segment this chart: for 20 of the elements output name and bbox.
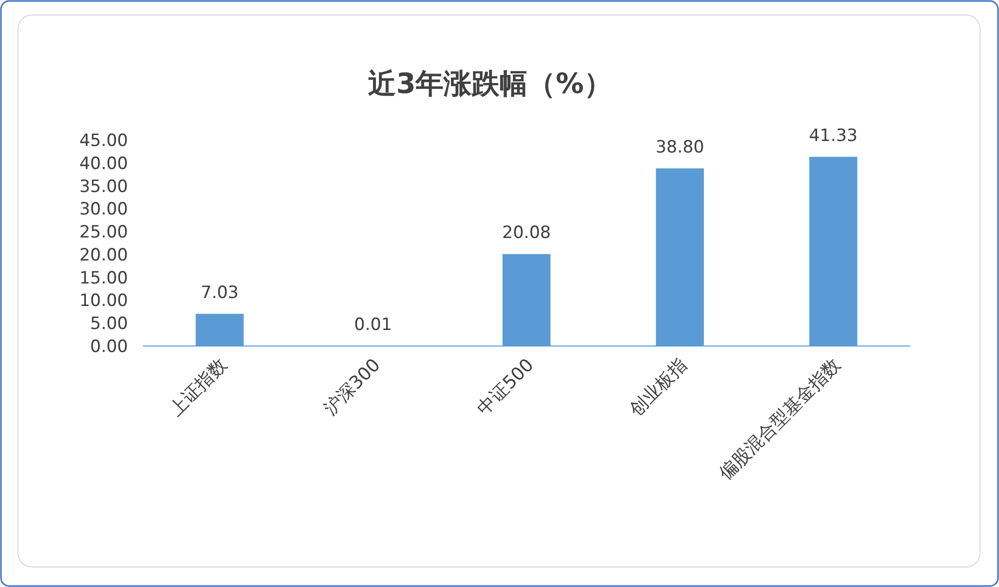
x-tick-label: 上证指数 <box>165 354 232 420</box>
data-label: 7.03 <box>200 282 239 303</box>
y-tick-label: 20.00 <box>79 245 128 266</box>
data-label: 41.33 <box>808 126 858 146</box>
y-tick-label: 40.00 <box>79 154 128 174</box>
y-tick-label: 45.00 <box>79 131 128 151</box>
y-tick-label: 30.00 <box>79 200 128 220</box>
y-tick-label: 0.00 <box>90 337 128 357</box>
chart-title: 近3年涨跌幅（%） <box>368 67 612 100</box>
x-tick-label: 偏股混合型基金指数 <box>715 354 845 484</box>
data-label: 0.01 <box>354 314 392 335</box>
y-tick-label: 5.00 <box>90 314 128 334</box>
x-tick-label: 创业板指 <box>626 354 692 420</box>
y-tick-label: 25.00 <box>79 222 128 243</box>
data-label: 38.80 <box>656 137 704 158</box>
data-label: 20.08 <box>502 223 551 244</box>
y-tick-label: 35.00 <box>79 176 128 197</box>
y-tick-label: 15.00 <box>79 268 128 288</box>
y-tick-label: 10.00 <box>79 291 128 312</box>
x-tick-label: 沪深300 <box>320 354 385 420</box>
